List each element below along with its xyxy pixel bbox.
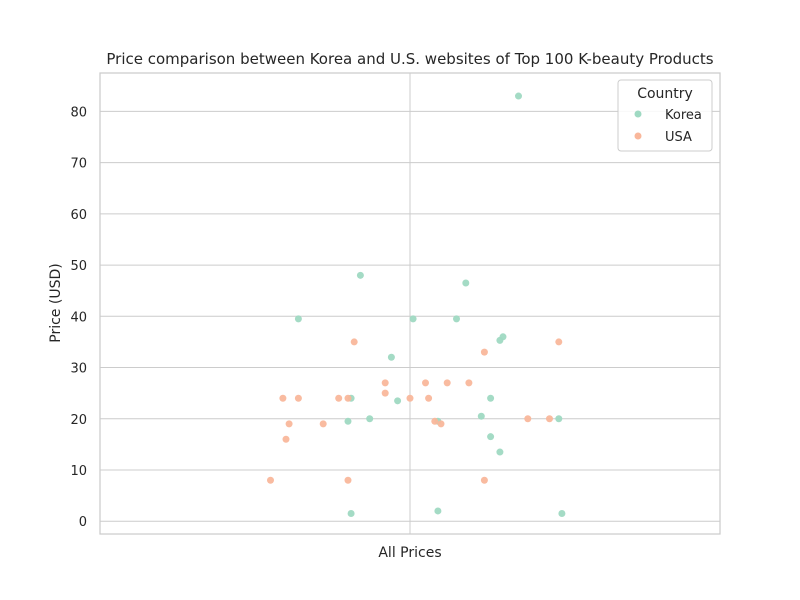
data-point-korea [462, 279, 470, 287]
y-tick-label: 30 [70, 362, 87, 377]
data-point-usa [555, 338, 563, 346]
legend-marker-usa [634, 132, 642, 140]
chart-title: Price comparison between Korea and U.S. … [106, 50, 713, 68]
data-point-usa [425, 394, 433, 402]
y-axis-label: Price (USD) [48, 263, 64, 342]
data-point-usa [443, 379, 451, 387]
data-point-usa [437, 420, 445, 428]
data-point-usa [279, 394, 287, 402]
legend: Country Korea USA [617, 79, 713, 152]
data-point-korea [487, 433, 495, 441]
data-point-korea [496, 448, 504, 456]
data-point-usa [267, 476, 274, 484]
data-point-korea [294, 315, 302, 323]
data-point-usa [524, 415, 532, 423]
legend-marker-korea [634, 110, 642, 118]
y-tick-label: 20 [70, 413, 87, 428]
data-point-usa [546, 415, 553, 423]
data-point-korea [477, 412, 485, 420]
y-tick-label: 60 [70, 208, 87, 223]
data-point-usa [480, 348, 488, 356]
data-point-usa [344, 394, 352, 402]
data-point-korea [496, 336, 504, 344]
data-point-korea [366, 415, 374, 423]
data-points [267, 92, 566, 518]
grid-layer [100, 73, 720, 534]
legend-label-korea: Korea [665, 108, 702, 123]
data-point-usa [335, 394, 343, 402]
y-tick-label: 70 [70, 157, 87, 172]
data-point-usa [282, 435, 290, 443]
data-point-korea [387, 353, 395, 361]
y-tick-label: 0 [79, 515, 87, 530]
y-tick-label: 80 [70, 105, 87, 120]
data-point-usa [285, 420, 293, 428]
data-point-korea [558, 510, 566, 518]
data-point-usa [381, 389, 389, 397]
data-point-korea [487, 394, 495, 402]
data-point-usa [422, 379, 429, 387]
data-point-korea [344, 417, 352, 425]
legend-label-usa: USA [665, 130, 692, 145]
x-axis-label: All Prices [378, 545, 441, 561]
data-point-korea [394, 397, 402, 405]
plot-frame [99, 72, 721, 535]
y-tick-label: 10 [70, 464, 87, 479]
data-point-usa [294, 394, 302, 402]
legend-title: Country [637, 86, 693, 102]
legend-box [617, 79, 713, 152]
data-point-usa [381, 379, 389, 387]
data-point-usa [406, 394, 414, 402]
data-point-korea [453, 315, 460, 323]
data-point-usa [480, 476, 488, 484]
data-point-korea [409, 315, 417, 323]
data-point-korea [347, 510, 355, 518]
data-point-korea [515, 92, 522, 100]
data-point-korea [555, 415, 563, 423]
data-point-usa [350, 338, 358, 346]
data-point-usa [465, 379, 473, 387]
data-point-usa [431, 417, 439, 425]
y-tick-label: 40 [70, 310, 87, 325]
data-point-usa [319, 420, 327, 428]
data-point-korea [434, 507, 442, 515]
y-axis: 0 10 20 30 40 50 60 70 80 [70, 105, 87, 530]
data-point-usa [344, 476, 352, 484]
data-point-korea [356, 271, 364, 279]
y-tick-label: 50 [70, 259, 87, 274]
